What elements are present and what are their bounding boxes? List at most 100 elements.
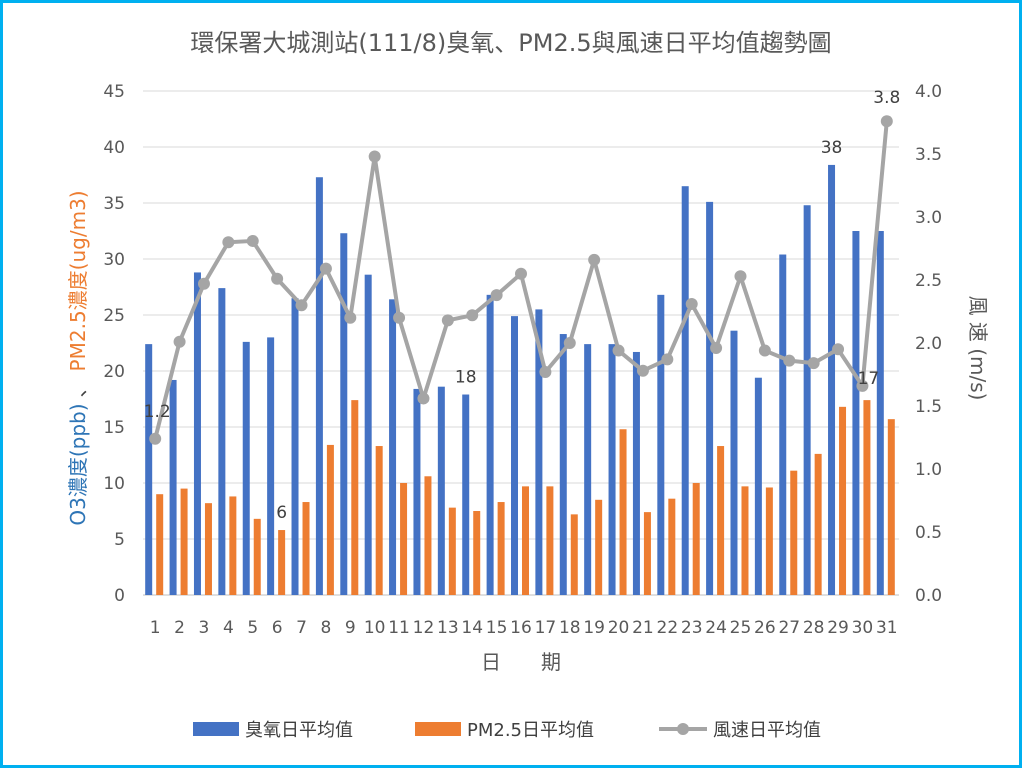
- bar-pm25: [668, 498, 676, 595]
- bar-pm25: [400, 483, 408, 595]
- point-wind: [246, 234, 259, 247]
- point-wind: [563, 337, 576, 349]
- x-tick: 28: [803, 618, 825, 638]
- x-tick: 21: [632, 618, 654, 638]
- point-wind: [710, 342, 723, 355]
- bar-pm25: [302, 502, 310, 595]
- bar-o3: [242, 341, 250, 595]
- point-wind: [515, 267, 527, 280]
- bar-pm25: [643, 512, 651, 595]
- x-tick: 25: [730, 618, 752, 638]
- bar-o3: [584, 344, 592, 595]
- x-tick: 14: [461, 618, 483, 638]
- point-wind: [319, 262, 332, 275]
- y-tick-left: 20: [103, 362, 125, 382]
- tick-labels: 0510152025303540450.00.51.01.52.02.53.03…: [103, 82, 942, 638]
- y-tick-left: 45: [103, 82, 125, 102]
- bar-pm25: [375, 446, 383, 595]
- bar-o3: [315, 177, 323, 596]
- x-tick: 10: [364, 618, 386, 638]
- point-wind: [661, 353, 674, 366]
- bar-o3: [657, 294, 665, 595]
- x-tick: 19: [583, 618, 605, 638]
- point-wind: [149, 432, 162, 445]
- point-wind: [271, 272, 284, 285]
- bar-pm25: [570, 514, 578, 595]
- bar-o3: [681, 186, 689, 595]
- x-tick: 30: [852, 618, 874, 638]
- x-tick: 17: [535, 618, 557, 638]
- bar-o3: [267, 337, 275, 595]
- point-wind: [807, 357, 820, 370]
- x-axis-title: 日 期: [481, 650, 561, 674]
- ylabel-o3: O3濃度(ppb): [66, 403, 90, 525]
- x-tick: 1: [150, 618, 161, 638]
- point-wind: [344, 311, 357, 324]
- point-wind: [832, 343, 845, 356]
- point-wind: [295, 299, 308, 312]
- y-tick-right: 2.5: [915, 271, 942, 291]
- bar-o3: [632, 351, 640, 595]
- y-tick-left: 0: [114, 586, 125, 606]
- bar-o3: [852, 231, 860, 595]
- point-wind: [490, 289, 503, 302]
- bar-o3: [608, 344, 616, 595]
- point-wind: [783, 354, 796, 367]
- point-wind: [588, 253, 601, 266]
- x-tick: 12: [413, 618, 435, 638]
- bar-pm25: [814, 453, 822, 595]
- legend-swatch-pm: [415, 722, 461, 736]
- x-tick: 26: [754, 618, 776, 638]
- bar-pm25: [839, 406, 847, 595]
- y-tick-right: 2.0: [915, 334, 942, 354]
- bar-o3: [340, 233, 348, 596]
- bar-o3: [462, 394, 470, 595]
- chart-title: 環保署大城測站(111/8)臭氧、PM2.5與風速日平均值趨勢圖: [190, 29, 831, 57]
- wind-line: [149, 115, 893, 445]
- point-wind: [636, 364, 649, 377]
- x-tick: 18: [559, 618, 581, 638]
- y-tick-left: 35: [103, 194, 125, 214]
- bar-o3: [169, 379, 177, 595]
- bar-pm25: [326, 444, 334, 595]
- bar-pm25: [546, 486, 554, 595]
- ylabel-pm: PM2.5濃度(ug/m3): [66, 190, 90, 371]
- x-tick: 6: [272, 618, 283, 638]
- bar-o3: [291, 298, 299, 595]
- y-tick-left: 15: [103, 418, 125, 438]
- x-tick: 3: [199, 618, 210, 638]
- bar-pm25: [253, 518, 261, 595]
- bar-pm25: [619, 429, 627, 595]
- bar-o3: [218, 288, 226, 595]
- legend: 臭氧日平均值 PM2.5日平均值 風速日平均值: [193, 720, 821, 741]
- x-tick: 4: [223, 618, 234, 638]
- data-label: 17: [858, 369, 880, 389]
- bar-pm25: [424, 476, 432, 595]
- bar-o3: [828, 164, 836, 596]
- bar-pm25: [180, 488, 188, 595]
- bar-o3: [364, 274, 372, 595]
- y-tick-left: 30: [103, 250, 125, 270]
- x-tick: 24: [705, 618, 727, 638]
- bar-pm25: [204, 503, 212, 595]
- point-wind: [222, 236, 235, 249]
- right-axis-title: 風 速 (m/s): [966, 296, 990, 401]
- line-wind: [153, 121, 889, 440]
- bar-pm25: [497, 502, 505, 595]
- y-tick-right: 0.5: [915, 523, 942, 543]
- point-wind: [758, 344, 771, 357]
- bar-pm25: [717, 446, 725, 595]
- bars: [145, 164, 895, 596]
- x-tick: 9: [345, 618, 356, 638]
- x-tick: 15: [486, 618, 508, 638]
- y-tick-right: 4.0: [915, 82, 942, 102]
- data-label: 6: [276, 503, 287, 523]
- x-tick: 5: [247, 618, 258, 638]
- bar-pm25: [741, 486, 749, 595]
- legend-label-pm: PM2.5日平均值: [467, 720, 594, 741]
- bar-pm25: [863, 400, 871, 595]
- y-tick-right: 1.5: [915, 397, 942, 417]
- point-wind: [441, 314, 454, 327]
- x-tick: 29: [827, 618, 849, 638]
- bar-pm25: [887, 419, 895, 595]
